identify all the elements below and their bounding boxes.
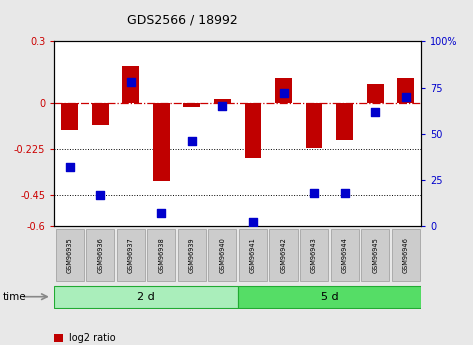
Text: 2 d: 2 d <box>137 292 155 302</box>
FancyBboxPatch shape <box>178 229 206 281</box>
Bar <box>214 99 231 103</box>
Bar <box>92 103 109 126</box>
FancyBboxPatch shape <box>208 229 236 281</box>
Bar <box>123 66 139 103</box>
Text: GSM96946: GSM96946 <box>403 237 409 273</box>
Text: 5 d: 5 d <box>321 292 338 302</box>
Text: GSM96943: GSM96943 <box>311 237 317 273</box>
FancyBboxPatch shape <box>361 229 389 281</box>
Point <box>158 210 165 216</box>
Point <box>341 190 349 196</box>
Text: log2 ratio: log2 ratio <box>69 333 115 343</box>
FancyBboxPatch shape <box>54 286 237 308</box>
Text: GSM96935: GSM96935 <box>67 237 73 273</box>
Bar <box>397 78 414 103</box>
FancyBboxPatch shape <box>331 229 359 281</box>
Point <box>249 219 257 225</box>
FancyBboxPatch shape <box>300 229 328 281</box>
FancyBboxPatch shape <box>86 229 114 281</box>
FancyBboxPatch shape <box>237 286 421 308</box>
Bar <box>336 103 353 140</box>
Text: GSM96939: GSM96939 <box>189 237 195 273</box>
Text: GSM96941: GSM96941 <box>250 237 256 273</box>
Point <box>96 192 104 197</box>
FancyBboxPatch shape <box>147 229 175 281</box>
Bar <box>306 103 323 148</box>
Bar <box>367 85 384 103</box>
FancyBboxPatch shape <box>392 229 420 281</box>
Bar <box>61 103 78 130</box>
Point <box>371 109 379 114</box>
Text: GSM96938: GSM96938 <box>158 237 164 273</box>
Text: GSM96944: GSM96944 <box>342 237 348 273</box>
Text: time: time <box>2 292 26 302</box>
FancyBboxPatch shape <box>270 229 298 281</box>
Point <box>219 103 226 109</box>
Text: GSM96945: GSM96945 <box>372 237 378 273</box>
FancyBboxPatch shape <box>56 229 84 281</box>
Text: GSM96937: GSM96937 <box>128 237 134 273</box>
Text: GSM96940: GSM96940 <box>219 237 226 273</box>
FancyBboxPatch shape <box>117 229 145 281</box>
Point <box>127 79 134 85</box>
FancyBboxPatch shape <box>239 229 267 281</box>
Point <box>402 94 410 99</box>
Text: GDS2566 / 18992: GDS2566 / 18992 <box>127 14 238 27</box>
Point <box>310 190 318 196</box>
Text: GSM96942: GSM96942 <box>280 237 287 273</box>
Text: GSM96936: GSM96936 <box>97 237 103 273</box>
Bar <box>153 103 170 181</box>
Bar <box>245 103 262 158</box>
Point <box>188 138 196 144</box>
Point <box>280 90 287 96</box>
Bar <box>275 78 292 103</box>
Point <box>66 164 73 170</box>
Bar <box>184 103 200 107</box>
